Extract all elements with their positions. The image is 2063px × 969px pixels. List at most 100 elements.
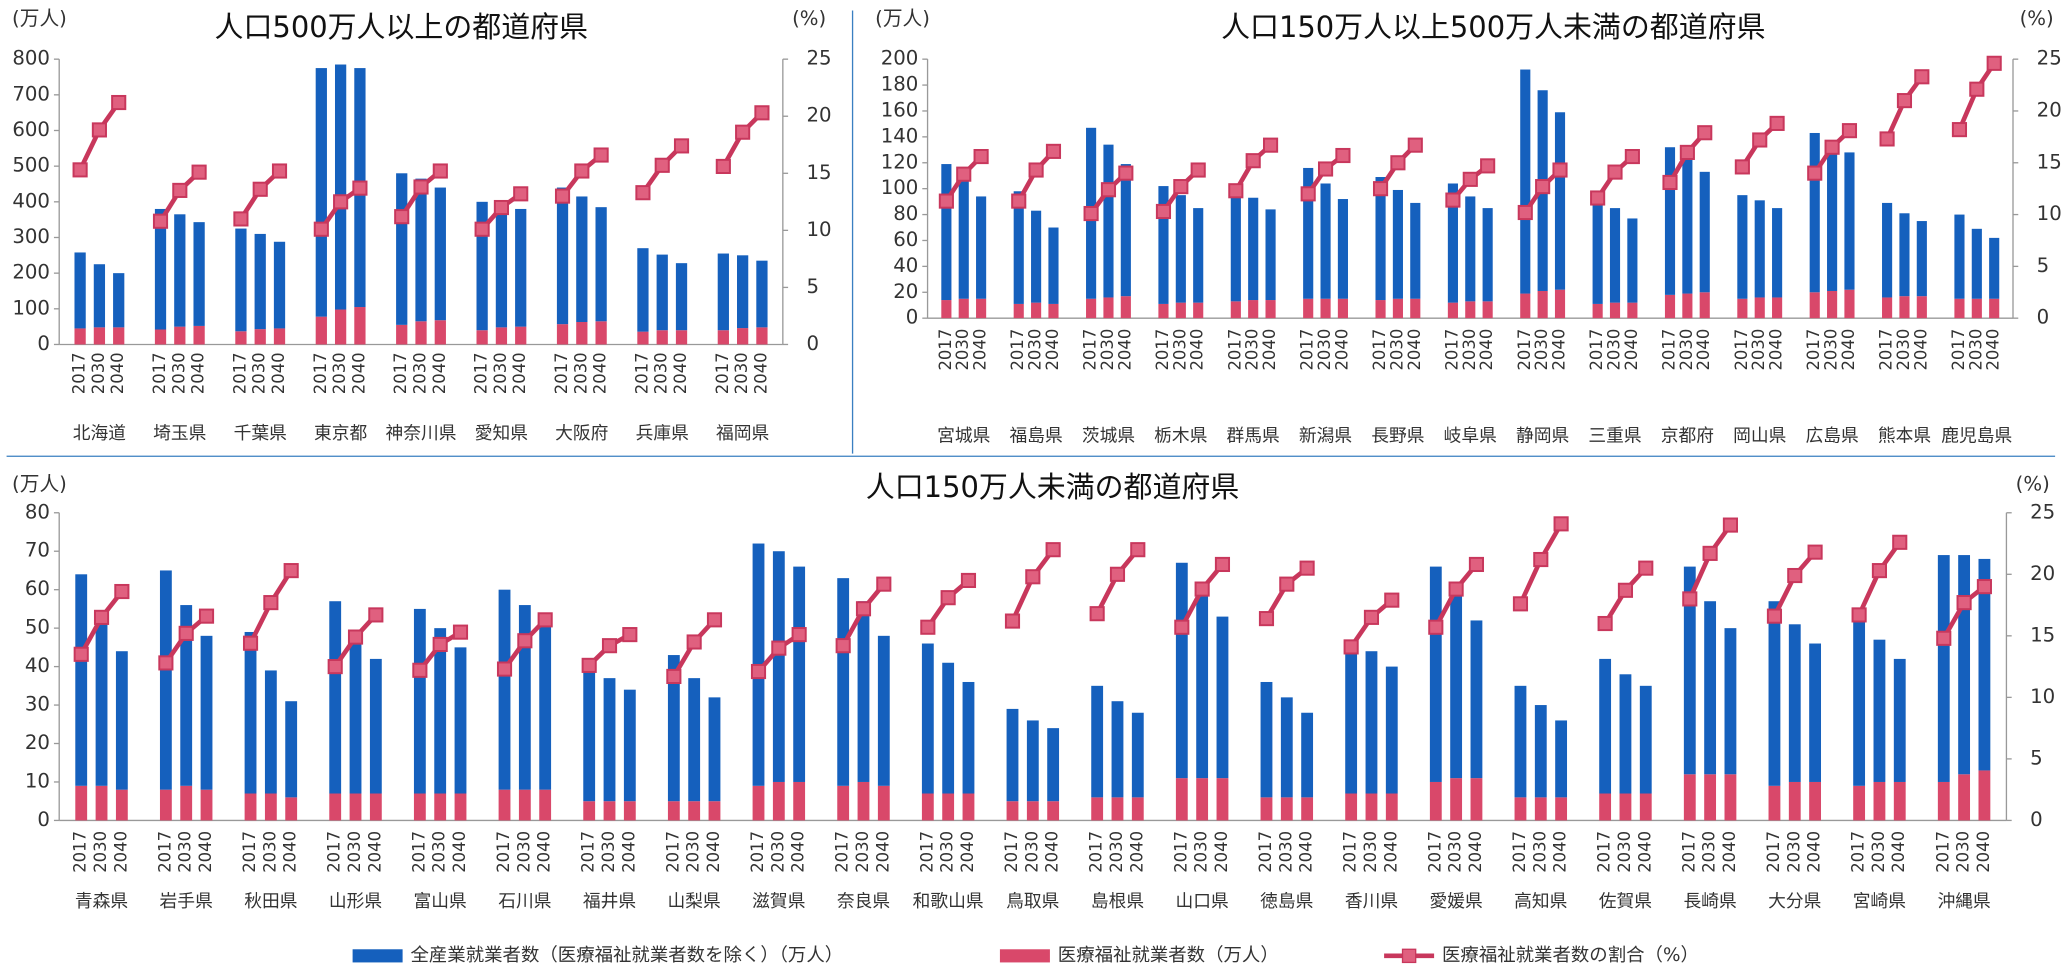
bar-segment — [1047, 801, 1060, 821]
x-tick-label: 2040 — [704, 831, 723, 873]
x-tick-label: 2017 — [71, 831, 90, 873]
bar-segment — [1619, 793, 1632, 821]
x-tick-label: 2017 — [1877, 329, 1896, 371]
bar-segment — [74, 252, 86, 329]
line-marker — [1702, 545, 1718, 561]
line-marker — [111, 94, 127, 111]
category-label: 徳島県 — [1260, 891, 1314, 912]
category-label: 滋賀県 — [752, 891, 806, 912]
bar-segment — [1809, 643, 1822, 782]
bar-segment — [235, 331, 247, 345]
bar-segment — [1554, 112, 1566, 290]
category-label: 岩手県 — [160, 891, 214, 912]
x-tick-label: 2040 — [269, 352, 288, 394]
bar-segment — [1520, 69, 1531, 294]
y-tick-label: 800 — [12, 47, 50, 70]
category-label: 大阪府 — [555, 423, 608, 444]
x-tick-label: 2017 — [1660, 329, 1679, 371]
bar-segment — [942, 662, 955, 794]
bar-segment — [1303, 167, 1314, 299]
x-tick-label: 2040 — [111, 831, 130, 873]
bar-segment — [1768, 785, 1781, 821]
bar-segment — [837, 785, 850, 821]
y2-tick-label: 25 — [807, 47, 832, 70]
bar-segment — [1216, 616, 1229, 779]
x-tick-label: 2017 — [1008, 329, 1027, 371]
line-marker — [72, 162, 88, 178]
x-tick-label: 2030 — [571, 352, 590, 394]
category-label: 佐賀県 — [1599, 891, 1653, 912]
bar-segment — [74, 328, 86, 345]
x-tick-label: 2040 — [1466, 831, 1485, 873]
y-tick-label: 700 — [12, 82, 50, 105]
bar-segment — [413, 608, 426, 794]
y-tick-label: 180 — [881, 73, 919, 96]
bar-segment — [877, 785, 890, 821]
bar-segment — [1465, 196, 1476, 302]
x-tick-label: 2030 — [330, 352, 349, 394]
y-tick-label: 10 — [25, 769, 50, 792]
x-tick-label: 2040 — [1720, 831, 1739, 873]
bar-segment — [113, 273, 125, 328]
bar-segment — [1345, 639, 1358, 794]
x-tick-label: 2040 — [196, 831, 215, 873]
x-tick-label: 2040 — [1115, 329, 1134, 371]
bar-segment — [1627, 302, 1638, 319]
category-label: 広島県 — [1805, 426, 1859, 447]
line-marker — [432, 163, 448, 179]
line-marker — [1896, 93, 1913, 109]
legend-label: 医療福祉就業者数の割合（%） — [1442, 945, 1699, 966]
line-marker — [537, 612, 553, 628]
x-tick-label: 2030 — [345, 831, 364, 873]
bar-segment — [75, 574, 88, 786]
bar-segment — [1375, 177, 1386, 301]
bar-segment — [1385, 666, 1398, 794]
line-marker — [1445, 192, 1461, 208]
x-tick-label: 2017 — [1341, 831, 1360, 873]
line-marker — [1624, 148, 1640, 165]
bar-segment — [518, 605, 531, 790]
line-marker — [412, 662, 428, 678]
bar-segment — [1091, 685, 1104, 798]
bar-segment — [334, 64, 347, 310]
y-tick-label: 0 — [37, 808, 50, 831]
line-marker — [1194, 581, 1210, 597]
line-marker — [1245, 153, 1261, 169]
line-marker — [263, 595, 279, 611]
legend-swatch — [1401, 948, 1417, 964]
line-marker — [1025, 569, 1041, 585]
bar-segment — [1520, 293, 1531, 319]
x-tick-label: 2017 — [936, 329, 955, 371]
x-tick-label: 2017 — [833, 831, 852, 873]
bar-segment — [1788, 781, 1801, 821]
line-marker — [474, 221, 490, 237]
bar-segment — [1320, 298, 1331, 319]
x-tick-label: 2040 — [671, 352, 690, 394]
bar-segment — [1158, 186, 1169, 304]
x-tick-label: 2040 — [1635, 831, 1654, 873]
bar-segment — [1724, 774, 1737, 821]
bar-segment — [1392, 189, 1403, 299]
bar-segment — [1303, 298, 1314, 319]
x-tick-label: 2030 — [411, 352, 430, 394]
bar-segment — [174, 326, 186, 345]
line-marker — [1552, 162, 1568, 178]
x-tick-label: 2040 — [1694, 329, 1713, 371]
line-marker — [1083, 205, 1099, 222]
y2-axis-unit: (%) — [2020, 7, 2054, 30]
category-label: 神奈川県 — [386, 423, 457, 444]
category-label: 愛媛県 — [1429, 891, 1483, 912]
bar-segment — [583, 801, 596, 821]
x-tick-label: 2017 — [632, 352, 651, 394]
bar-segment — [1754, 297, 1765, 319]
bar-segment — [1470, 778, 1483, 821]
x-tick-label: 2040 — [591, 352, 610, 394]
line-marker — [601, 638, 618, 654]
bar-segment — [1704, 774, 1717, 821]
x-tick-label: 2040 — [1984, 329, 2003, 371]
bar-segment — [434, 187, 446, 321]
bar-segment — [1193, 302, 1204, 319]
bar-segment — [1265, 209, 1276, 301]
y2-tick-label: 0 — [2037, 306, 2050, 329]
bar-segment — [193, 222, 205, 326]
